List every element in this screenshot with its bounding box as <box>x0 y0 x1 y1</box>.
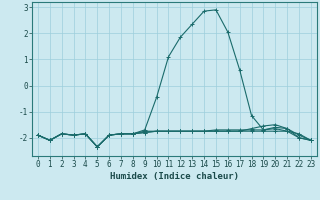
X-axis label: Humidex (Indice chaleur): Humidex (Indice chaleur) <box>110 172 239 181</box>
